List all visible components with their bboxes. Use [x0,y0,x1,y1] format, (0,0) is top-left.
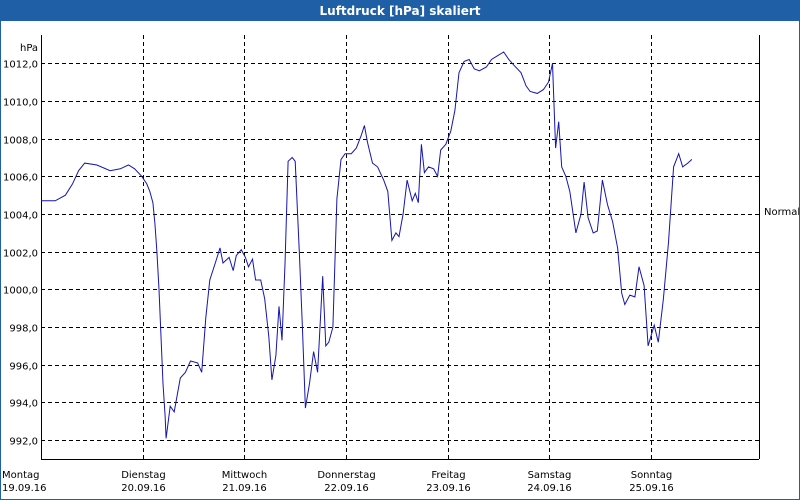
x-tick-day: Dienstag [121,470,166,481]
x-tick-day: Mittwoch [222,470,267,481]
y-tick-label: 994,0 [9,399,38,410]
x-tick-date: 23.09.16 [426,483,471,494]
pressure-chart: 992,0 994,0 996,0 998,0 1000,0 1002,0 1004,0 10… [2,35,799,495]
x-tick-day: Sonntag [631,470,673,481]
y-tick-label: 1012,0 [3,60,38,71]
y-tick-label: 1000,0 [3,286,38,297]
x-tick-date: 19.09.16 [2,483,47,494]
y-tick-label: 1010,0 [3,98,38,109]
window-title: Luftdruck [hPa] skaliert [1,1,799,21]
pressure-line [41,51,693,439]
normal-label: Normal [764,207,799,218]
series-layer [41,51,693,439]
x-tick-day: Montag [2,470,39,481]
y-tick-label: 992,0 [9,437,38,448]
y-axis-label: hPa [20,43,38,54]
grid [41,35,759,459]
x-tick-day: Samstag [528,470,572,481]
y-tick-label: 1006,0 [3,173,38,184]
x-tick-date: 20.09.16 [121,483,166,494]
axes [41,35,760,460]
x-tick-date: 21.09.16 [222,483,267,494]
x-tick-date: 22.09.16 [324,483,369,494]
tick-labels: 992,0 994,0 996,0 998,0 1000,0 1002,0 1004,0 10… [2,60,674,495]
x-tick-day: Donnerstag [317,470,375,481]
y-tick-label: 1002,0 [3,249,38,260]
x-tick-day: Freitag [431,470,465,481]
y-tick-label: 998,0 [9,324,38,335]
x-tick-date: 24.09.16 [527,483,572,494]
y-tick-label: 1008,0 [3,136,38,147]
x-tick-date: 25.09.16 [629,483,674,494]
y-tick-label: 1004,0 [3,211,38,222]
y-tick-label: 996,0 [9,362,38,373]
